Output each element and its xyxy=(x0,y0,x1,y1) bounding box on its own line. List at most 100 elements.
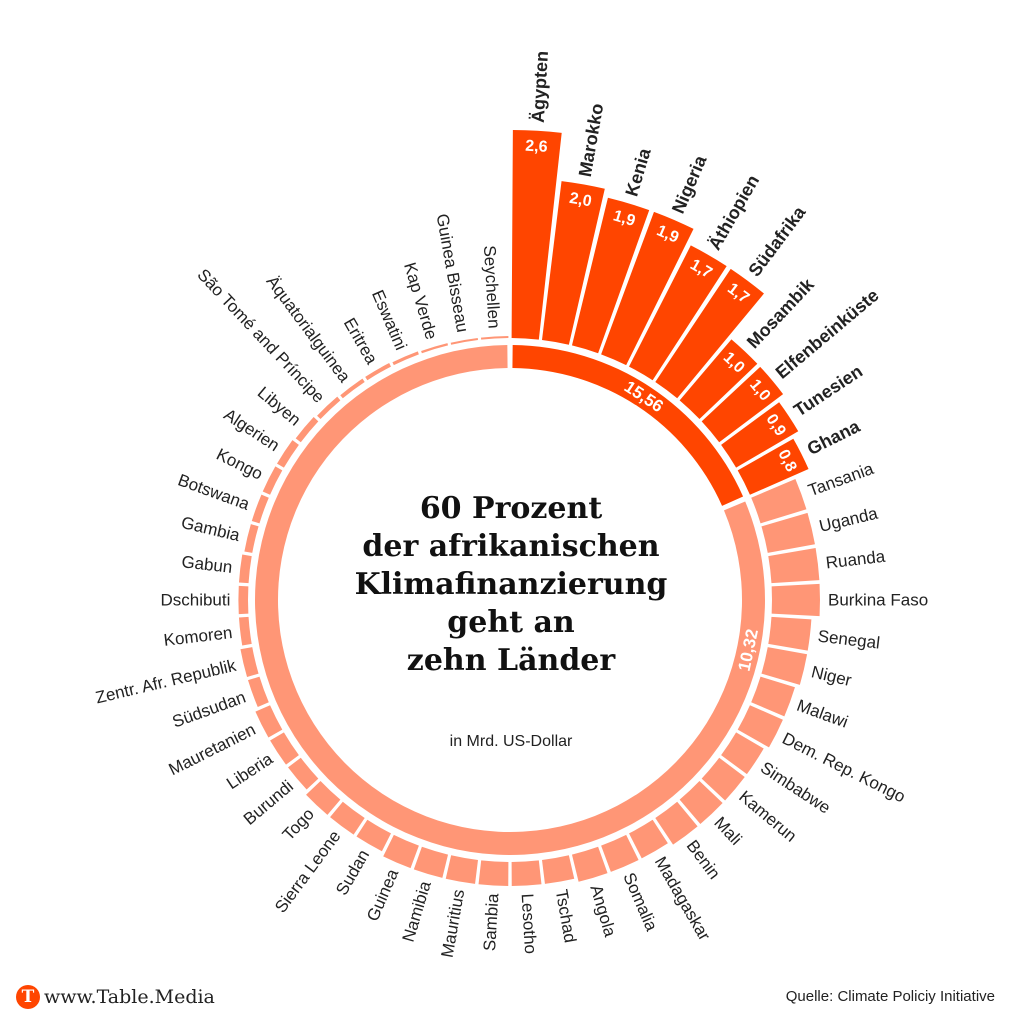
brand-footer: T www.Table.Media xyxy=(16,985,215,1009)
country-label: Senegal xyxy=(817,627,881,653)
country-label: Eswatini xyxy=(368,287,411,353)
unit-subtitle: in Mrd. US-Dollar xyxy=(449,733,573,750)
bar-dem-rep-kongo xyxy=(737,705,783,748)
country-label: Namibia xyxy=(399,878,435,944)
bar-südafrika xyxy=(655,268,764,399)
bar-mauretanien xyxy=(255,705,283,738)
country-label: Niger xyxy=(809,662,853,690)
country-label: Guinea Bisseau xyxy=(433,212,473,334)
country-label: Mali xyxy=(710,813,745,849)
bar-são-tomé-and-príncipe xyxy=(317,396,341,420)
country-label: Eritrea xyxy=(340,315,382,368)
bar-uganda xyxy=(761,512,815,553)
bar-mauritius xyxy=(445,855,478,884)
country-label: Uganda xyxy=(817,504,880,536)
bar-eritrea xyxy=(365,363,391,381)
country-label: Südafrika xyxy=(744,202,810,281)
country-label: Somalia xyxy=(619,870,661,934)
country-label: Guinea xyxy=(363,866,402,924)
bar-guinea xyxy=(383,834,419,869)
bar-zentr-afr-republik xyxy=(240,647,259,677)
country-label: Mauritius xyxy=(438,888,469,959)
bar-simbabwe xyxy=(721,732,764,775)
bar-sierra-leone xyxy=(330,801,365,835)
bar-libyen xyxy=(295,417,319,443)
bar-liberia xyxy=(270,732,299,765)
bar-value-label: 1,9 xyxy=(611,207,637,230)
country-label: Togo xyxy=(279,804,318,844)
title-line: 60 Prozent xyxy=(419,491,603,526)
title-line: geht an xyxy=(447,605,575,640)
country-label: Kap Verde xyxy=(400,260,441,342)
bar-namibia xyxy=(413,846,449,878)
bar-algerien xyxy=(277,440,299,468)
country-label: Lesotho xyxy=(518,893,540,955)
chart-title: 60 Prozent der afrikanischen Klimafinanz… xyxy=(311,490,711,680)
source-note: Quelle: Climate Policiy Initiative xyxy=(785,988,995,1005)
country-label: Kongo xyxy=(213,445,265,484)
bar-benin xyxy=(655,801,698,845)
title-line: zehn Länder xyxy=(406,643,616,678)
bar-kenia xyxy=(571,197,650,354)
title-line: Klimafinanzierung xyxy=(354,567,668,602)
country-label: Angola xyxy=(586,883,620,940)
bar-kongo xyxy=(262,466,283,495)
country-label: Kenia xyxy=(621,145,655,199)
group-ring-top10 xyxy=(512,345,744,506)
bar-sudan xyxy=(356,819,391,852)
bar-guinea-bisseau xyxy=(450,337,478,345)
bar-madagaskar xyxy=(629,819,668,859)
country-label: Ruanda xyxy=(825,547,887,573)
bar-seychellen xyxy=(480,336,509,340)
bar-tansania xyxy=(751,478,807,524)
country-label: Nigeria xyxy=(668,152,711,217)
country-label: Seychellen xyxy=(480,245,504,329)
bar-value-label: 2,6 xyxy=(525,138,548,156)
bar-burundi xyxy=(288,757,319,790)
bar-ghana xyxy=(737,438,809,495)
bar-layer xyxy=(238,130,820,886)
bar-äquatorialguinea xyxy=(340,378,365,399)
bar-ägypten xyxy=(511,130,562,340)
country-label: Liberia xyxy=(223,749,277,793)
bar-sambia xyxy=(478,860,509,886)
bar-botswana xyxy=(251,494,269,524)
bar-eswatini xyxy=(392,351,419,366)
country-label: Gabun xyxy=(180,552,233,577)
country-label: Libyen xyxy=(254,383,305,430)
country-label: Benin xyxy=(683,837,724,883)
country-label: Dschibuti xyxy=(160,591,230,610)
bar-angola xyxy=(571,846,608,882)
country-label: Gambia xyxy=(179,513,242,545)
bar-lesotho xyxy=(511,860,542,886)
bar-marokko xyxy=(542,181,605,345)
bar-südsudan xyxy=(247,676,269,707)
bar-malawi xyxy=(751,676,795,717)
table-media-logo-icon: T xyxy=(16,985,40,1009)
bar-gambia xyxy=(244,524,259,553)
country-label: Ghana xyxy=(804,416,864,459)
country-label: Äthiopien xyxy=(704,172,763,254)
title-line: der afrikanischen xyxy=(362,529,660,564)
bar-nigeria xyxy=(601,211,694,366)
bar-tschad xyxy=(542,855,575,884)
country-label: Botswana xyxy=(175,470,252,514)
bar-ruanda xyxy=(768,548,820,584)
bar-mosambik xyxy=(679,339,758,420)
bar-elfenbeinküste xyxy=(701,366,784,443)
bar-niger xyxy=(761,647,808,685)
bar-togo xyxy=(306,780,341,815)
bar-kap-verde xyxy=(421,343,449,354)
bar-senegal xyxy=(768,616,812,651)
country-label: Ägypten xyxy=(528,50,552,123)
country-label: Komoren xyxy=(163,623,234,650)
country-label: Sierra Leone xyxy=(271,827,344,916)
group-total-label: 10,32 xyxy=(735,627,762,673)
bar-äthiopien xyxy=(629,245,727,381)
bar-somalia xyxy=(601,834,639,872)
country-label: Sudan xyxy=(332,846,373,898)
website-link[interactable]: www.Table.Media xyxy=(44,986,215,1008)
bar-kamerun xyxy=(701,757,745,801)
bar-mali xyxy=(679,780,723,825)
